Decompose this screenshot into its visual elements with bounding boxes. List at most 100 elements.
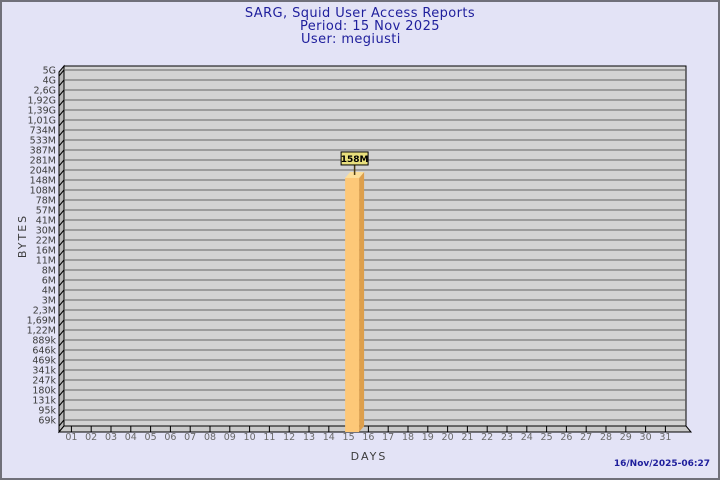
x-tick-label: 27 [580, 432, 592, 443]
y-tick [58, 99, 65, 107]
y-tick-label: 646k [32, 346, 56, 357]
y-tick [58, 169, 65, 177]
y-tick [58, 409, 65, 417]
y-tick [58, 349, 65, 357]
y-tick-label: 95k [38, 406, 56, 417]
x-tick-label: 16 [362, 432, 374, 443]
y-tick [58, 109, 65, 117]
y-tick-label: 889k [32, 336, 56, 347]
y-tick-label: 2,6G [34, 86, 56, 97]
y-tick [58, 399, 65, 407]
y-tick [58, 189, 65, 197]
y-tick [58, 419, 65, 427]
x-tick-label: 20 [442, 432, 454, 443]
y-tick [58, 89, 65, 97]
y-tick-label: 1,01G [27, 116, 56, 127]
bar-value-label-box [340, 151, 369, 166]
x-tick-label: 25 [541, 432, 553, 443]
x-tick-label: 14 [323, 432, 335, 443]
y-tick-label: 341k [32, 366, 56, 377]
y-tick-label: 30M [36, 226, 56, 237]
y-tick-label: 22M [36, 236, 56, 247]
y-tick [58, 69, 65, 77]
x-tick-label: 21 [461, 432, 473, 443]
x-tick-label: 22 [481, 432, 493, 443]
y-tick [58, 309, 65, 317]
y-axis-title: BYTES [16, 213, 29, 259]
y-tick-label: 16M [36, 246, 56, 257]
y-tick [58, 219, 65, 227]
y-tick [58, 129, 65, 137]
bar-side-face [359, 171, 365, 432]
y-tick [58, 249, 65, 257]
y-tick [58, 139, 65, 147]
x-tick-label: 01 [65, 432, 77, 443]
x-tick-label: 05 [145, 432, 157, 443]
report-period: Period: 15 Nov 2025 [300, 19, 440, 34]
y-tick [58, 389, 65, 397]
x-tick-label: 19 [422, 432, 434, 443]
y-tick-label: 41M [36, 216, 56, 227]
x-tick-label: 11 [263, 432, 275, 443]
y-tick-label: 1,39G [27, 106, 56, 117]
bar [345, 177, 360, 432]
y-tick [58, 239, 65, 247]
y-tick [58, 299, 65, 307]
x-tick-label: 30 [640, 432, 652, 443]
y-tick-label: 533M [30, 136, 56, 147]
y-tick [58, 269, 65, 277]
y-tick-label: 281M [30, 156, 56, 167]
y-tick [58, 229, 65, 237]
y-tick-label: 1,92G [27, 96, 56, 107]
y-tick-label: 2,3M [33, 306, 56, 317]
y-tick-label: 57M [36, 206, 56, 217]
y-tick-label: 1,69M [27, 316, 56, 327]
y-tick-label: 6M [42, 276, 56, 287]
y-tick [58, 199, 65, 207]
y-tick-label: 469k [32, 356, 56, 367]
y-tick [58, 319, 65, 327]
y-tick [58, 339, 65, 347]
bar-value-label: 158M [341, 155, 369, 165]
y-tick [58, 289, 65, 297]
x-tick-label: 31 [659, 432, 671, 443]
y-tick-label: 108M [30, 186, 56, 197]
report-user: User: megiusti [301, 32, 401, 47]
y-tick-label: 4G [43, 76, 56, 87]
generation-timestamp: 16/Nov/2025-06:27 [613, 459, 710, 469]
y-tick-label: 11M [36, 256, 56, 267]
y-tick-label: 204M [30, 166, 56, 177]
y-tick [58, 329, 65, 337]
y-tick [58, 259, 65, 267]
plot-area [63, 65, 687, 427]
y-tick-label: 4M [42, 286, 56, 297]
y-tick-label: 78M [36, 196, 56, 207]
y-tick-label: 387M [30, 146, 56, 157]
y-tick [58, 279, 65, 287]
report-title: SARG, Squid User Access Reports [244, 6, 476, 21]
y-tick [58, 209, 65, 217]
y-tick-label: 247k [32, 376, 56, 387]
x-tick-label: 23 [501, 432, 513, 443]
y-tick-label: 180k [32, 386, 56, 397]
x-tick-label: 10 [244, 432, 256, 443]
y-tick [58, 369, 65, 377]
y-tick [58, 379, 65, 387]
y-tick [58, 119, 65, 127]
y-tick [58, 359, 65, 367]
y-tick-label: 69k [38, 416, 56, 427]
y-tick [58, 149, 65, 157]
x-tick-label: 06 [164, 432, 176, 443]
x-tick-label: 12 [283, 432, 295, 443]
y-tick [58, 179, 65, 187]
y-tick-label: 1,22M [27, 326, 56, 337]
y-tick-label: 148M [30, 176, 56, 187]
y-tick [58, 159, 65, 167]
y-tick-label: 734M [30, 126, 56, 137]
x-tick-label: 15 [343, 432, 355, 443]
x-tick-label: 07 [184, 432, 196, 443]
x-tick-label: 02 [85, 432, 97, 443]
x-tick-label: 26 [560, 432, 572, 443]
y-tick-label: 131k [32, 396, 56, 407]
